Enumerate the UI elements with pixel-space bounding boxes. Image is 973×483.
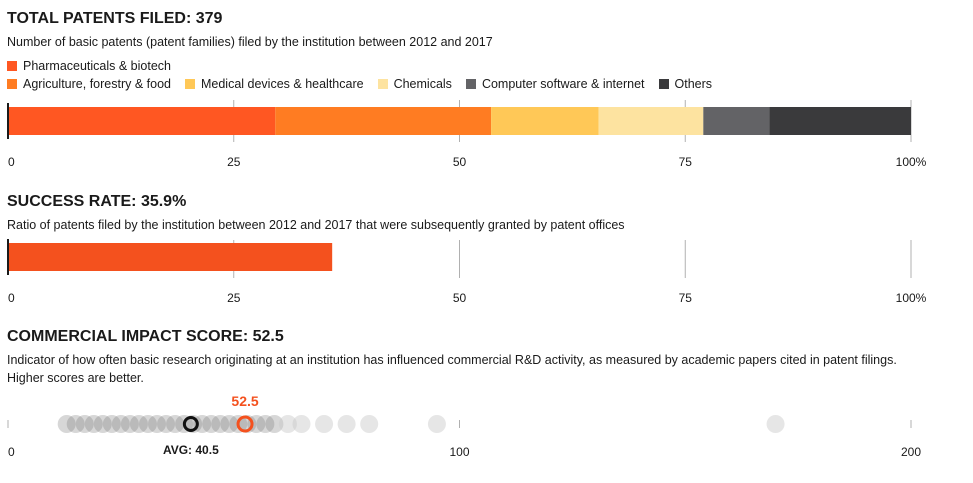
patents-stacked-bar-chart: 0 25 50 75 100% — [7, 100, 927, 169]
tick-label: 0 — [8, 445, 15, 459]
highlight-label: 52.5 — [231, 393, 258, 409]
stacked-bar-segment — [769, 107, 911, 135]
legend-swatch — [377, 79, 388, 89]
stacked-bar-segment — [703, 107, 770, 135]
legend-swatch — [184, 79, 195, 89]
institution-dot — [147, 415, 166, 433]
legend-item: Computer software & internet — [465, 77, 645, 91]
institution-dot — [120, 415, 139, 433]
legend-label: Medical devices & healthcare — [200, 77, 364, 91]
institution-dot — [102, 415, 121, 433]
highlight-marker — [236, 415, 254, 433]
institution-dot — [315, 415, 334, 433]
impact-description: Indicator of how often basic research or… — [7, 353, 897, 385]
success-rate-bar-chart: 0 25 50 75 100% — [7, 239, 927, 305]
institution-dot — [256, 415, 275, 433]
institution-dot — [427, 415, 446, 433]
institution-dot — [211, 415, 230, 433]
legend-label: Agriculture, forestry & food — [23, 77, 171, 91]
impact-strip-chart: 0 100 200 AVG: 40.5 52.5 — [7, 393, 921, 459]
institution-dot — [360, 415, 379, 433]
legend-swatch — [7, 61, 17, 71]
institution-dot — [337, 415, 356, 433]
institution-dot — [57, 415, 76, 433]
patents-title: TOTAL PATENTS FILED: 379 — [7, 10, 223, 27]
legend-item: Pharmaceuticals & biotech — [7, 59, 171, 73]
legend-label: Pharmaceuticals & biotech — [23, 59, 171, 73]
average-marker — [182, 416, 199, 432]
institution-dot — [278, 415, 297, 433]
tick-label: 75 — [679, 291, 693, 305]
legend-item: Chemicals — [377, 77, 452, 91]
legend-row-2: Agriculture, forestry & food Medical devi… — [7, 75, 947, 93]
institution-dot — [93, 415, 112, 433]
legend-swatch — [465, 79, 476, 89]
institution-dot — [292, 415, 311, 433]
legend-item: Others — [658, 77, 713, 91]
institution-dot — [75, 415, 94, 433]
stacked-bar-segment — [598, 107, 704, 135]
tick-label: 25 — [227, 155, 241, 169]
legend-swatch — [7, 79, 17, 89]
legend-swatch — [658, 79, 669, 89]
tick-label: 100% — [896, 155, 927, 169]
stacked-bar-segment — [491, 107, 599, 135]
patents-header: TOTAL PATENTS FILED: 379 Number of basic… — [7, 10, 937, 51]
institution-dot — [129, 415, 148, 433]
stacked-bar-segment — [275, 107, 492, 135]
institution-dot — [166, 415, 185, 433]
patents-description: Number of basic patents (patent families… — [7, 35, 493, 49]
institution-dot — [202, 415, 221, 433]
institution-dot — [220, 415, 239, 433]
legend-label: Computer software & internet — [481, 77, 645, 91]
tick-label: 75 — [679, 155, 693, 169]
tick-label: 200 — [901, 445, 921, 459]
stacked-bar-segment — [8, 107, 276, 135]
legend-item: Agriculture, forestry & food — [7, 77, 171, 91]
impact-header: COMMERCIAL IMPACT SCORE: 52.5 Indicator … — [7, 328, 937, 387]
tick-label: 0 — [8, 155, 15, 169]
legend-label: Chemicals — [393, 77, 452, 91]
legend-row-1: Pharmaceuticals & biotech — [7, 57, 947, 75]
success-title: SUCCESS RATE: 35.9% — [7, 193, 187, 210]
tick-label: 25 — [227, 291, 241, 305]
institution-dot — [138, 415, 157, 433]
tick-label: 50 — [453, 291, 467, 305]
institution-dot — [265, 415, 284, 433]
institution-dot — [111, 415, 130, 433]
tick-label: 0 — [8, 291, 15, 305]
institution-dot — [157, 415, 176, 433]
institution-dot — [193, 415, 212, 433]
patents-legend: Pharmaceuticals & biotech Agriculture, f… — [7, 57, 947, 93]
success-bar — [8, 243, 333, 271]
tick-label: 100 — [449, 445, 469, 459]
institution-dot — [84, 415, 103, 433]
tick-label: 50 — [453, 155, 467, 169]
tick-label: 100% — [896, 291, 927, 305]
institution-dot — [766, 415, 785, 433]
institution-dot — [66, 415, 85, 433]
success-header: SUCCESS RATE: 35.9% Ratio of patents fil… — [7, 193, 937, 234]
legend-label: Others — [674, 77, 713, 91]
average-label: AVG: 40.5 — [163, 443, 219, 457]
legend-item: Medical devices & healthcare — [184, 77, 364, 91]
success-description: Ratio of patents filed by the institutio… — [7, 218, 625, 232]
impact-title: COMMERCIAL IMPACT SCORE: 52.5 — [7, 328, 284, 345]
